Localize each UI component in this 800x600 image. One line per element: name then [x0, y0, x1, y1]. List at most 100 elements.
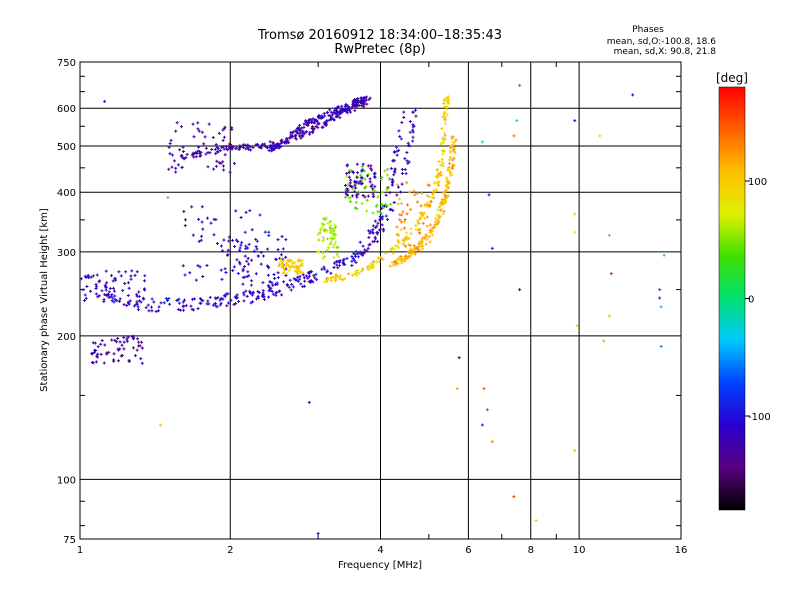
data-point [446, 102, 450, 106]
data-point [435, 213, 439, 217]
data-point [124, 270, 128, 274]
data-point [321, 239, 325, 243]
data-point [397, 148, 401, 152]
data-point [298, 123, 302, 127]
data-point [444, 200, 448, 204]
data-point [442, 196, 446, 200]
data-point [345, 111, 349, 115]
data-point [264, 145, 268, 149]
data-point [367, 229, 371, 233]
data-point [221, 128, 225, 132]
data-point [384, 214, 388, 218]
data-point [289, 265, 293, 269]
data-point [245, 259, 249, 263]
data-point [388, 208, 392, 212]
data-point [445, 113, 449, 117]
data-point [117, 270, 121, 274]
data-point [412, 189, 416, 193]
data-point [239, 215, 243, 219]
data-point [301, 285, 305, 289]
data-point [221, 249, 225, 253]
data-point [404, 172, 408, 176]
data-point [366, 172, 370, 176]
data-point [244, 289, 248, 293]
data-point [276, 276, 280, 280]
data-point [92, 350, 96, 354]
data-point [359, 176, 363, 180]
data-point [362, 96, 366, 100]
data-point [428, 231, 432, 235]
data-point [320, 114, 324, 118]
data-point [317, 114, 321, 118]
data-point [437, 183, 441, 187]
data-point [406, 203, 410, 207]
data-point [243, 254, 247, 258]
data-point [418, 227, 422, 231]
data-point [338, 277, 342, 281]
data-point [189, 304, 193, 308]
data-point [350, 264, 354, 268]
data-point [446, 194, 450, 198]
data-point [342, 257, 346, 261]
data-point [192, 135, 196, 139]
data-point [395, 153, 399, 157]
data-point [436, 219, 440, 223]
data-point [355, 162, 359, 166]
x-tick-label: 6 [465, 545, 471, 556]
data-point [170, 153, 174, 157]
data-point [256, 290, 260, 294]
data-point [181, 300, 185, 304]
data-point [408, 120, 412, 124]
data-point [274, 257, 278, 261]
data-point [413, 193, 417, 197]
data-point [448, 158, 452, 162]
data-point [96, 345, 100, 349]
data-point [440, 141, 444, 145]
data-point [218, 303, 222, 307]
data-point [419, 204, 423, 208]
data-point [213, 147, 217, 151]
data-point [443, 134, 447, 138]
data-point [208, 295, 212, 299]
data-point [257, 145, 261, 149]
data-point [658, 288, 662, 292]
data-point [254, 237, 258, 241]
data-point [392, 173, 396, 177]
stats-line-o: mean, sd,O:-100.8, 18.6 [607, 37, 717, 47]
data-point [395, 145, 399, 149]
data-point [336, 105, 340, 109]
data-point [236, 239, 240, 243]
data-point [179, 125, 183, 129]
data-point [380, 223, 384, 227]
data-point [225, 304, 229, 308]
data-point [384, 251, 388, 255]
data-point [174, 166, 178, 170]
data-point [348, 181, 352, 185]
data-point [432, 225, 436, 229]
data-point [371, 263, 375, 267]
y-axis-label: Stationary phase Virtual Height [km] [39, 208, 50, 392]
data-point [399, 228, 403, 232]
data-point [221, 145, 225, 149]
data-point [347, 171, 351, 175]
data-point [452, 149, 456, 153]
data-point [321, 256, 325, 260]
data-point [409, 227, 413, 231]
data-point [220, 277, 224, 281]
data-point [347, 196, 351, 200]
data-point [270, 289, 274, 293]
data-point [439, 170, 443, 174]
data-point [482, 387, 486, 391]
data-point [273, 276, 277, 280]
data-point [190, 297, 194, 301]
data-point [428, 223, 432, 227]
data-point [183, 218, 187, 222]
data-point [169, 138, 173, 142]
data-point [312, 126, 316, 130]
data-point [183, 273, 187, 277]
data-point [453, 140, 457, 144]
data-point [405, 151, 409, 155]
data-point [331, 113, 335, 117]
data-point [371, 224, 375, 228]
data-point [326, 237, 330, 241]
